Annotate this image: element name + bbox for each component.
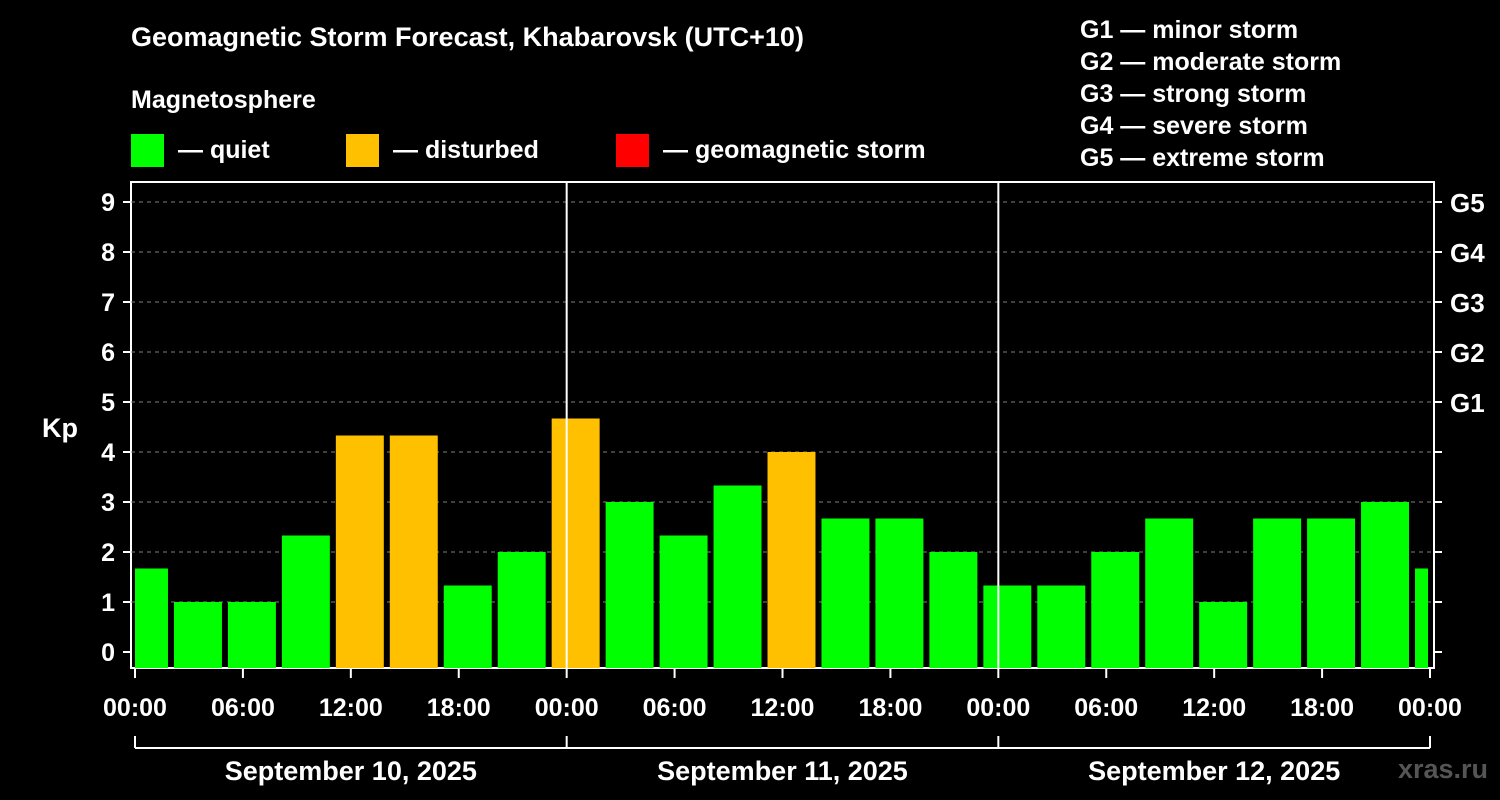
kp-bar-6 <box>443 585 492 668</box>
kp-bar-1 <box>173 602 222 668</box>
kp-bar-15 <box>929 552 978 668</box>
kp-bar-18 <box>1091 552 1140 668</box>
x-tick-label-6: 12:00 <box>751 694 815 722</box>
legend-label-quiet: — quiet <box>178 135 270 164</box>
storm-scale-g3: G3 — strong storm <box>1080 80 1307 108</box>
right-tick-label-g1: G1 <box>1450 388 1485 418</box>
x-tick-label-10: 12:00 <box>1182 694 1246 722</box>
x-tick-label-7: 18:00 <box>858 694 922 722</box>
kp-bar-21 <box>1253 518 1302 668</box>
y-tick-label-9: 9 <box>101 189 115 217</box>
kp-bar-22 <box>1307 518 1356 668</box>
storm-scale-legend: G1 — minor storm G2 — moderate storm G3 … <box>1080 14 1341 174</box>
x-tick-label-8: 00:00 <box>966 694 1030 722</box>
x-tick-label-2: 12:00 <box>319 694 383 722</box>
kp-bar-13 <box>821 518 870 668</box>
legend-item-disturbed: — disturbed <box>346 133 539 167</box>
storm-scale-g5: G5 — extreme storm <box>1080 144 1325 172</box>
storm-scale-g1: G1 — minor storm <box>1080 16 1299 44</box>
kp-bar-2 <box>227 602 276 668</box>
kp-bar-14 <box>875 518 924 668</box>
kp-bar-17 <box>1037 585 1086 668</box>
kp-bar-5 <box>389 435 438 668</box>
kp-bar-9 <box>605 502 654 668</box>
legend-swatch-disturbed <box>346 133 379 167</box>
kp-bar-16 <box>983 585 1032 668</box>
y-tick-label-5: 5 <box>101 389 115 417</box>
kp-bar-10 <box>659 535 708 668</box>
legend-label-disturbed: — disturbed <box>393 135 539 164</box>
legend-swatch-storm <box>616 133 649 167</box>
x-tick-label-0: 00:00 <box>103 694 167 722</box>
x-tick-label-11: 18:00 <box>1290 694 1354 722</box>
kp-bar-19 <box>1145 518 1194 668</box>
kp-bar-7 <box>497 552 546 668</box>
kp-bar-23 <box>1361 502 1410 668</box>
legend-item-storm: — geomagnetic storm <box>616 133 926 167</box>
kp-bar-12 <box>767 452 816 668</box>
x-tick-label-3: 18:00 <box>427 694 491 722</box>
kp-bar-20 <box>1199 602 1248 668</box>
right-tick-label-g2: G2 <box>1450 338 1485 368</box>
legend-item-quiet: — quiet <box>131 133 270 167</box>
kp-bar-4 <box>335 435 384 668</box>
storm-scale-g2: G2 — moderate storm <box>1080 48 1342 76</box>
magnetosphere-label: Magnetosphere <box>131 86 316 114</box>
y-tick-label-8: 8 <box>101 239 115 267</box>
x-tick-label-5: 06:00 <box>643 694 707 722</box>
y-tick-label-0: 0 <box>101 639 115 667</box>
x-tick-label-9: 06:00 <box>1074 694 1138 722</box>
x-tick-label-4: 00:00 <box>535 694 599 722</box>
y-tick-label-4: 4 <box>101 439 115 467</box>
y-tick-label-1: 1 <box>101 589 115 617</box>
legend-label-storm: — geomagnetic storm <box>663 135 926 164</box>
legend-swatch-quiet <box>131 133 164 167</box>
storm-scale-g4: G4 — severe storm <box>1080 112 1308 140</box>
y-tick-label-6: 6 <box>101 339 115 367</box>
kp-bar-0 <box>135 568 168 668</box>
right-tick-label-g3: G3 <box>1450 288 1485 318</box>
kp-bar-11 <box>713 485 762 668</box>
y-axis-label: Kp <box>42 413 78 443</box>
x-tick-label-12: 00:00 <box>1398 694 1462 722</box>
x-tick-label-1: 06:00 <box>211 694 275 722</box>
day-label-2: September 12, 2025 <box>1088 756 1340 786</box>
kp-bar-8 <box>551 418 600 668</box>
right-tick-label-g4: G4 <box>1450 238 1485 268</box>
day-label-0: September 10, 2025 <box>225 756 477 786</box>
y-tick-label-7: 7 <box>101 289 115 317</box>
y-tick-label-2: 2 <box>101 539 115 567</box>
kp-bar-24 <box>1415 568 1428 668</box>
chart-title: Geomagnetic Storm Forecast, Khabarovsk (… <box>131 22 804 52</box>
right-tick-label-g5: G5 <box>1450 188 1485 218</box>
y-tick-label-3: 3 <box>101 489 115 517</box>
kp-bar-3 <box>281 535 330 668</box>
watermark: xras.ru <box>1397 754 1488 784</box>
day-label-1: September 11, 2025 <box>657 756 908 786</box>
